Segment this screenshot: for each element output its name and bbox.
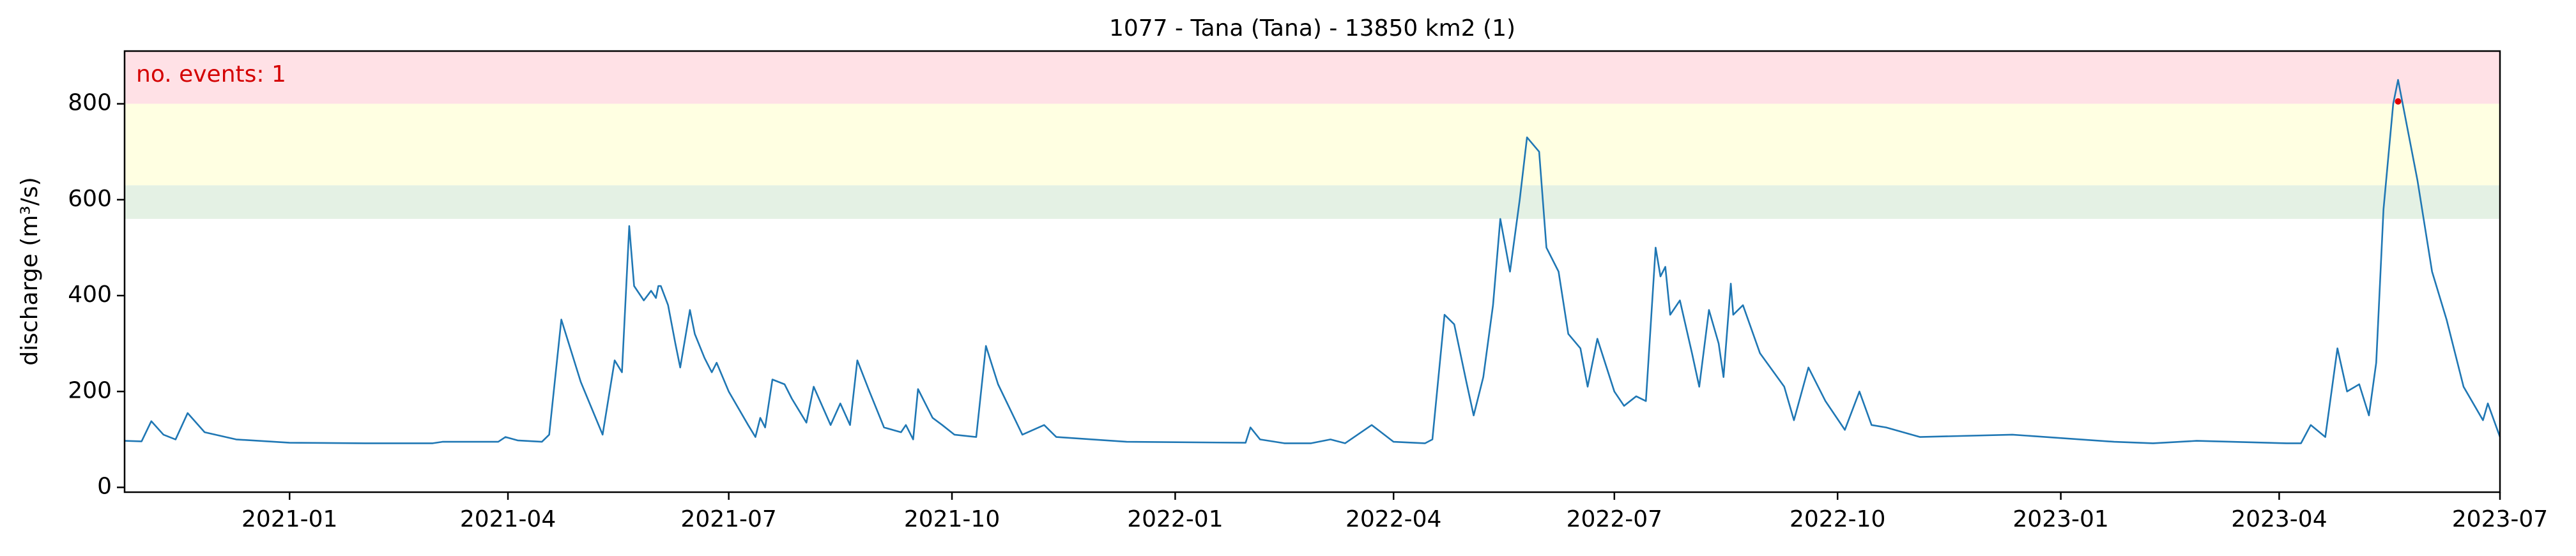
y-tick-label: 200 — [68, 377, 112, 403]
annotation: no. events: 1 — [136, 61, 286, 87]
x-tick-label: 2021-10 — [904, 506, 1000, 532]
x-tick-label: 2021-01 — [241, 506, 337, 532]
x-tick-label: 2022-04 — [1346, 506, 1441, 532]
y-tick-label: 400 — [68, 282, 112, 308]
x-tick-label: 2022-01 — [1127, 506, 1223, 532]
x-tick-label: 2023-01 — [2012, 506, 2108, 532]
threshold-band — [125, 51, 2500, 104]
x-tick-label: 2023-07 — [2452, 506, 2548, 532]
discharge-line — [124, 79, 2501, 444]
x-tick-label: 2021-07 — [680, 506, 776, 532]
y-tick-label: 800 — [68, 90, 112, 116]
x-tick-label: 2021-04 — [460, 506, 556, 532]
plot-frame — [123, 50, 2501, 493]
x-tick-label: 2022-10 — [1790, 506, 1885, 532]
x-tick-label: 2022-07 — [1567, 506, 1662, 532]
y-tick-label: 0 — [97, 473, 112, 499]
y-tick-label: 600 — [68, 186, 112, 212]
threshold-band — [125, 103, 2500, 186]
chart-title: 1077 - Tana (Tana) - 13850 km2 (1) — [1109, 15, 1515, 41]
threshold-band — [125, 185, 2500, 219]
y-axis-label: discharge (m³/s) — [17, 177, 43, 365]
x-tick-label: 2023-04 — [2231, 506, 2327, 532]
event-marker — [2395, 98, 2402, 105]
